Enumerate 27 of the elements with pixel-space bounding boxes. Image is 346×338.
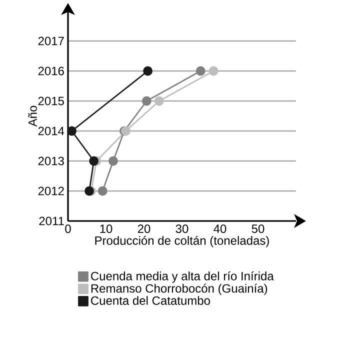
point bbox=[108, 156, 118, 166]
y-tick-label: 2014 bbox=[38, 126, 64, 136]
point bbox=[208, 66, 218, 76]
y-tick-label: 2012 bbox=[38, 186, 64, 196]
y-tick-label: 2015 bbox=[38, 96, 64, 106]
point bbox=[196, 66, 206, 76]
x-tick-label: 40 bbox=[214, 224, 226, 234]
point bbox=[98, 186, 108, 196]
y-tick-label: 2016 bbox=[38, 66, 64, 76]
y-tick-label: 2013 bbox=[38, 156, 64, 166]
point bbox=[67, 126, 76, 136]
point bbox=[142, 96, 152, 106]
legend-label: Cuenta del Catatumbo bbox=[91, 296, 210, 305]
y-tick-label: 2017 bbox=[38, 36, 64, 46]
x-tick-label: 10 bbox=[100, 224, 112, 234]
y-tick-label: 2011 bbox=[39, 216, 64, 226]
point bbox=[89, 156, 99, 166]
x-axis-title: Producción de coltán (toneladas) bbox=[95, 236, 269, 248]
point bbox=[143, 66, 152, 76]
x-tick-label: 50 bbox=[252, 224, 264, 234]
x-tick-label: 30 bbox=[176, 224, 188, 234]
point bbox=[154, 96, 164, 106]
x-tick-label: 20 bbox=[138, 224, 150, 234]
y-axis-title: Año bbox=[28, 106, 37, 127]
legend-label: Remanso Chorrobocón (Guainía) bbox=[91, 284, 268, 296]
x-tick-label: 0 bbox=[65, 224, 71, 234]
legend-label: Cuenda media y alta del río Inírida bbox=[91, 271, 274, 283]
